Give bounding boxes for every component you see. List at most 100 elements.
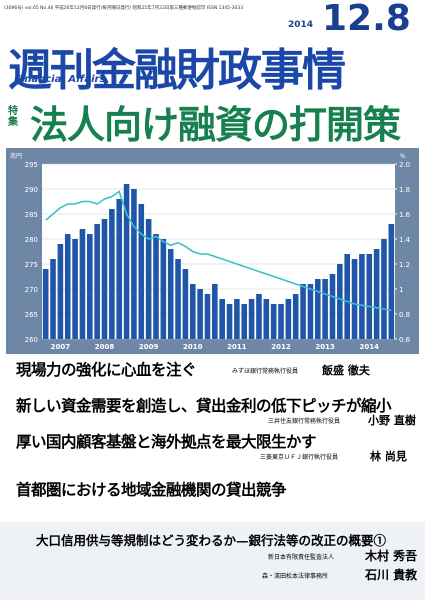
bar (344, 254, 350, 339)
bar (189, 284, 196, 339)
bar (64, 234, 71, 339)
bar (131, 189, 137, 339)
bar (72, 239, 78, 339)
article-author: 林 尚見 (370, 450, 407, 463)
bar (138, 204, 145, 339)
bar (307, 284, 314, 339)
article-headline: 新しい資金需要を創造し、貸出金利の低下ピッチが縮小 (16, 397, 392, 415)
bar (226, 304, 233, 339)
bar (263, 299, 270, 339)
bar (322, 279, 328, 339)
bar (285, 299, 292, 339)
y2-tick-label: 1.8 (399, 186, 410, 194)
feature-title: 法人向け融資の打開策 (30, 103, 401, 147)
x-tick-label: 2014 (360, 343, 380, 351)
article-affiliation: 三菱東京ＵＦＪ銀行執行役員 (260, 454, 339, 461)
bar (79, 229, 86, 339)
article-headline: 首都圏における地域金融機関の貸出競争 (16, 481, 287, 499)
x-tick-label: 2007 (51, 343, 71, 351)
x-tick-label: 2009 (139, 343, 159, 351)
bar (94, 224, 100, 339)
bar (42, 269, 49, 339)
y2-tick-label: 1 (399, 286, 403, 294)
issue-line: (3096号) vol.65 No.46 平成26年12月8日発行(毎月曜日発行… (4, 6, 244, 11)
y-unit: 兆円 (10, 152, 22, 160)
bar (101, 219, 108, 339)
bar (241, 304, 248, 339)
x-tick-label: 2008 (95, 343, 115, 351)
bar (329, 274, 336, 339)
bar (337, 264, 343, 339)
plot-area (42, 164, 395, 339)
y-tick-label: 290 (25, 186, 38, 194)
y-tick-label: 295 (25, 161, 38, 169)
y2-tick-label: 0.6 (399, 336, 411, 344)
article-affiliation: 三井住友銀行常務執行役員 (268, 418, 341, 425)
bar (212, 284, 218, 339)
article-author: 飯盛 徹夫 (322, 364, 370, 377)
bottom-box (0, 522, 425, 600)
bar (314, 279, 321, 339)
bar (153, 234, 159, 339)
y-tick-label: 285 (25, 211, 38, 219)
article-author: 小野 直樹 (368, 414, 416, 427)
bottom-author: 木村 秀吾 (365, 549, 418, 563)
bar (388, 224, 395, 339)
magazine-title: 週刊金融財政事情 (8, 45, 346, 96)
y2-tick-label: 1.4 (399, 236, 411, 244)
x-tick-label: 2013 (315, 343, 335, 351)
bar (50, 259, 56, 339)
bar (116, 199, 123, 339)
line (45, 190, 392, 312)
x-tick-label: 2012 (271, 343, 291, 351)
bar (381, 239, 387, 339)
y-tick-label: 280 (25, 236, 38, 244)
feature-tag: 特集 (8, 106, 18, 128)
y-tick-label: 260 (25, 336, 38, 344)
bar (204, 294, 211, 339)
bottom-author: 石川 貴教 (365, 568, 418, 582)
bar (292, 294, 299, 339)
year: 2014 (288, 20, 314, 30)
bar (373, 249, 380, 339)
bar (234, 299, 240, 339)
bar (248, 299, 255, 339)
y2-tick-label: 1.6 (399, 211, 411, 219)
y2-tick-label: 1.2 (399, 261, 410, 269)
bar (300, 284, 306, 339)
y-tick-label: 265 (25, 311, 38, 319)
bar (351, 259, 358, 339)
article-affiliation: みずほ銀行常務執行役員 (232, 368, 299, 375)
bottom-affiliation: 森・濱田松本法律事務所 (262, 573, 329, 580)
bottom-affiliation: 新日本有限責任監査法人 (268, 554, 335, 561)
bar (366, 254, 373, 339)
bar (167, 249, 174, 339)
y2-unit: % (400, 153, 406, 160)
y2-tick-label: 2.0 (399, 161, 410, 169)
bar (175, 259, 181, 339)
y-tick-label: 270 (25, 286, 38, 294)
article-headline: 厚い国内顧客基盤と海外拠点を最大限生かす (16, 433, 317, 451)
bar (359, 254, 365, 339)
x-tick-label: 2010 (183, 343, 203, 351)
bar (219, 299, 225, 339)
bar (145, 219, 152, 339)
bar (256, 294, 262, 339)
x-tick-label: 2011 (227, 343, 247, 351)
bar (109, 209, 115, 339)
bar (57, 244, 64, 339)
article-headline: 現場力の強化に心血を注ぐ (16, 361, 197, 379)
bar (87, 234, 93, 339)
date: 12.8 (322, 0, 411, 39)
magazine-subtitle: Financial Affairs (14, 74, 106, 85)
y2-tick-label: 0.8 (399, 311, 410, 319)
bar (160, 239, 167, 339)
bar (123, 184, 130, 339)
y-tick-label: 275 (25, 261, 38, 269)
bar (278, 304, 284, 339)
chart: 兆円 % 260 265 270 275 280 285 290 295 0.6 0.8 1 1.2 1.4… (6, 148, 419, 354)
bar (270, 304, 277, 339)
bar (197, 289, 203, 339)
bar (182, 269, 189, 339)
